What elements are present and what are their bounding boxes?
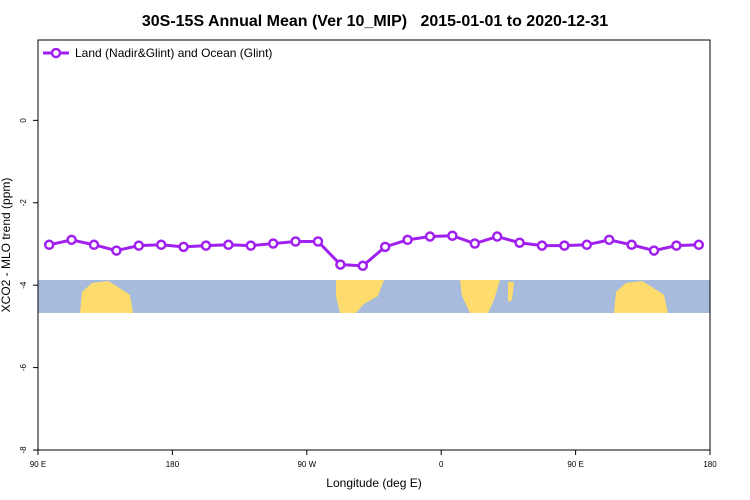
point bbox=[245, 240, 257, 251]
x-axis-label: Longitude (deg E) bbox=[326, 476, 421, 490]
point bbox=[693, 239, 705, 251]
point bbox=[671, 240, 682, 251]
point bbox=[357, 260, 369, 272]
legend-label: Land (Nadir&Glint) and Ocean (Glint) bbox=[75, 46, 272, 60]
point bbox=[402, 234, 413, 246]
plot-frame bbox=[37, 39, 711, 451]
point bbox=[379, 241, 391, 253]
y-tick-label: -6 bbox=[19, 363, 28, 371]
point bbox=[581, 239, 593, 251]
point bbox=[43, 239, 55, 251]
x-tick-label: 90 W bbox=[297, 460, 316, 469]
x-tick-label: 180 bbox=[703, 460, 717, 469]
point bbox=[491, 231, 503, 242]
x-tick-label: 90 E bbox=[567, 460, 583, 469]
point bbox=[603, 234, 615, 246]
y-tick-label: 0 bbox=[19, 118, 28, 123]
y-tick-label: -4 bbox=[19, 281, 28, 289]
point bbox=[66, 234, 77, 246]
legend-marker bbox=[50, 47, 62, 59]
y-tick-label: -2 bbox=[19, 199, 28, 207]
point bbox=[424, 231, 436, 242]
point bbox=[626, 239, 637, 251]
point bbox=[469, 238, 481, 249]
point bbox=[335, 259, 346, 270]
y-tick-label: -8 bbox=[19, 446, 28, 454]
point bbox=[447, 230, 458, 241]
point bbox=[267, 238, 279, 249]
series-line bbox=[48, 234, 699, 268]
x-tick-label: 180 bbox=[166, 460, 180, 469]
point bbox=[290, 236, 301, 247]
x-tick-label: 90 E bbox=[30, 460, 46, 469]
point bbox=[133, 240, 145, 251]
point bbox=[536, 240, 548, 251]
chart-title: 30S-15S Annual Mean (Ver 10_MIP) 2015-01… bbox=[142, 13, 608, 30]
point bbox=[312, 236, 324, 247]
x-tick-label: 0 bbox=[439, 460, 444, 469]
y-axis-label: XCO2 - MLO trend (ppm) bbox=[0, 178, 13, 313]
point bbox=[88, 239, 100, 251]
point bbox=[648, 245, 660, 256]
point bbox=[223, 239, 234, 251]
point bbox=[178, 241, 189, 253]
map-strip bbox=[38, 280, 710, 313]
point bbox=[559, 240, 570, 251]
point bbox=[155, 239, 167, 251]
point bbox=[111, 245, 122, 256]
point bbox=[200, 240, 212, 251]
point bbox=[514, 237, 525, 248]
